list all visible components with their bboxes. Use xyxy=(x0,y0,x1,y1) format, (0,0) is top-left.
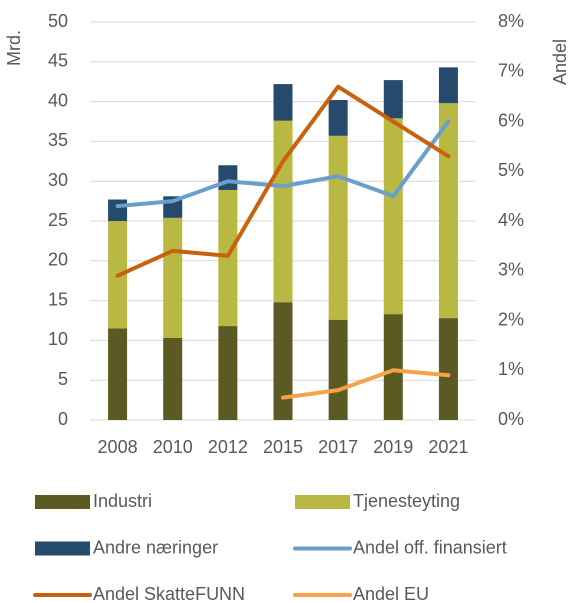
line xyxy=(281,368,451,400)
bar-segment xyxy=(383,80,403,119)
x-tick-label: 2010 xyxy=(153,437,193,457)
bar-segment xyxy=(218,326,238,420)
x-tick-label: 2019 xyxy=(373,437,413,457)
y2-tick-label: 0% xyxy=(498,409,524,429)
bar-segment xyxy=(163,338,183,420)
y-axis-label: Mrd. xyxy=(4,30,24,66)
bar-segment xyxy=(438,67,458,104)
y2-tick-label: 1% xyxy=(498,359,524,379)
bar-segment xyxy=(108,199,128,221)
y-tick-label: 15 xyxy=(48,289,68,309)
bar-segment xyxy=(383,314,403,420)
bar-segment xyxy=(108,328,128,420)
legend-label: Andel EU xyxy=(353,584,429,603)
y-tick-label: 50 xyxy=(48,11,68,31)
y-tick-label: 5 xyxy=(58,369,68,389)
legend-label: Industri xyxy=(93,491,152,511)
bar-segment xyxy=(273,84,293,121)
y2-tick-label: 2% xyxy=(498,309,524,329)
legend-label: Andel SkatteFUNN xyxy=(93,584,245,603)
y-tick-label: 30 xyxy=(48,170,68,190)
legend-swatch xyxy=(295,495,350,509)
legend-label: Andre næringer xyxy=(93,537,218,557)
bar-segment xyxy=(218,165,238,190)
y2-tick-label: 8% xyxy=(498,11,524,31)
y-tick-label: 0 xyxy=(58,409,68,429)
x-tick-label: 2012 xyxy=(208,437,248,457)
legend-label: Tjenesteyting xyxy=(353,491,460,511)
x-tick-label: 2008 xyxy=(98,437,138,457)
bar-segment xyxy=(163,217,183,339)
line xyxy=(115,84,451,278)
y2-tick-label: 6% xyxy=(498,110,524,130)
bar-segment xyxy=(273,302,293,420)
legend-swatch xyxy=(35,541,90,556)
x-tick-label: 2015 xyxy=(263,437,303,457)
x-tick-label: 2021 xyxy=(428,437,468,457)
y-tick-label: 40 xyxy=(48,90,68,110)
x-tick-label: 2017 xyxy=(318,437,358,457)
y2-tick-label: 4% xyxy=(498,210,524,230)
y2-tick-label: 5% xyxy=(498,160,524,180)
bar-segment xyxy=(328,135,348,320)
y-tick-label: 35 xyxy=(48,130,68,150)
y-tick-label: 25 xyxy=(48,210,68,230)
bar-segment xyxy=(328,319,348,420)
bar-segment xyxy=(438,318,458,420)
y-tick-label: 10 xyxy=(48,329,68,349)
bar-segment xyxy=(273,120,293,303)
y-tick-label: 45 xyxy=(48,51,68,71)
bar-segment xyxy=(218,189,238,327)
bar-segment xyxy=(383,118,403,315)
y2-tick-label: 3% xyxy=(498,260,524,280)
y2-tick-label: 7% xyxy=(498,61,524,81)
line xyxy=(115,119,451,209)
y-tick-label: 20 xyxy=(48,250,68,270)
bar-segment xyxy=(438,103,458,319)
bar-segment xyxy=(328,100,348,136)
legend-label: Andel off. finansiert xyxy=(353,537,507,557)
y2-axis-label: Andel xyxy=(550,39,570,85)
legend-swatch xyxy=(35,495,90,509)
